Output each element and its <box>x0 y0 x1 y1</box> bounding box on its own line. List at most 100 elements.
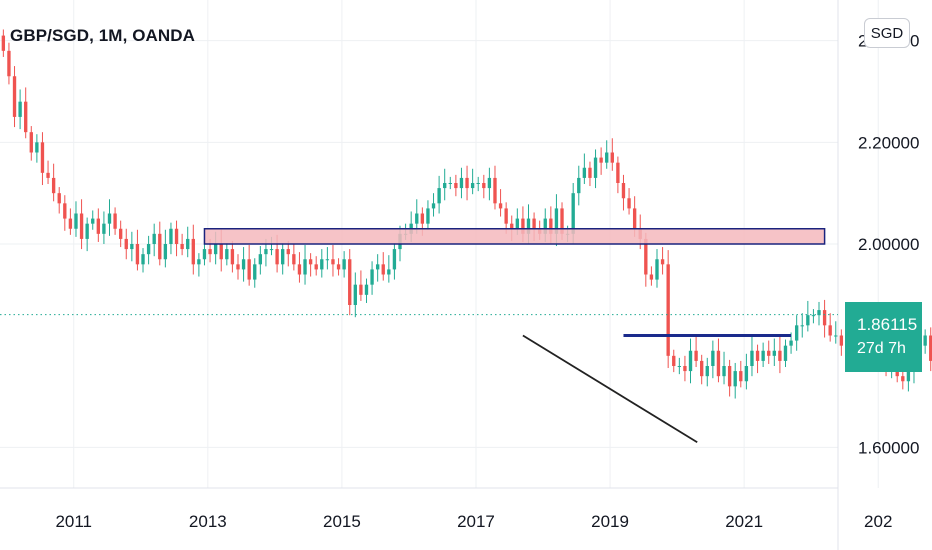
candle-body <box>666 264 670 356</box>
candle-body <box>342 259 346 270</box>
candle-body <box>213 244 218 255</box>
x-tick-label: 2011 <box>55 512 92 531</box>
candle-body <box>677 366 682 367</box>
candle-body <box>387 269 391 275</box>
candle-body <box>297 264 302 275</box>
x-tick-label: 2017 <box>457 512 495 531</box>
candle-body <box>29 132 33 153</box>
candle-body <box>560 208 564 234</box>
candle-body <box>152 233 156 244</box>
candle-body <box>901 376 905 382</box>
candle-body <box>135 244 140 265</box>
candle-body <box>459 177 464 189</box>
candle-body <box>794 325 799 341</box>
candle-body <box>510 223 514 229</box>
candle-body <box>577 177 581 194</box>
candle-body <box>599 157 603 163</box>
candle-body <box>163 244 168 260</box>
candle-body <box>85 223 89 239</box>
candle-body <box>817 310 821 316</box>
candle-body <box>225 249 229 260</box>
candle-body <box>437 188 441 204</box>
candle-body <box>57 193 61 204</box>
candle-body <box>761 350 765 361</box>
candle-body <box>783 345 788 361</box>
x-tick-label: 2013 <box>189 512 227 531</box>
candle-body <box>325 259 330 261</box>
candle-body <box>828 325 832 336</box>
candle-body <box>197 259 201 265</box>
candle-body <box>236 264 240 270</box>
candle-body <box>526 218 531 234</box>
candle-body <box>660 259 665 265</box>
candle-body <box>627 198 631 209</box>
candle-body <box>219 244 223 260</box>
candle-body <box>605 152 609 163</box>
candle-body <box>281 249 285 265</box>
candle-body <box>303 259 307 275</box>
candle-body <box>141 254 145 265</box>
candle-body <box>186 238 190 250</box>
candle-body <box>375 264 380 270</box>
candle-body <box>750 350 754 366</box>
candle-body <box>174 228 179 244</box>
candle-body <box>716 350 721 377</box>
candle-body <box>549 218 553 234</box>
candle-body <box>102 223 106 234</box>
candle-body <box>208 249 212 255</box>
candle-body <box>616 162 620 183</box>
candle-body <box>772 350 776 356</box>
candle-body <box>35 142 39 153</box>
x-tick-label: 202 <box>864 512 892 531</box>
candle-body <box>588 167 592 178</box>
candle-body <box>292 254 296 265</box>
candle-body <box>498 203 503 209</box>
candle-body <box>286 249 290 255</box>
candle-body <box>621 183 626 199</box>
candle-body <box>929 335 932 361</box>
candle-body <box>767 350 771 356</box>
candle-body <box>839 335 844 346</box>
current-price-label: 1.86115 <box>857 315 918 334</box>
candle-body <box>711 350 715 366</box>
candle-body <box>515 218 520 229</box>
candle-body <box>331 259 335 265</box>
candle-body <box>275 249 279 265</box>
candle-body <box>700 360 704 377</box>
candle-body <box>308 259 313 265</box>
candle-body <box>191 238 195 265</box>
candle-body <box>320 259 324 270</box>
candle-body <box>789 340 793 346</box>
candle-body <box>169 228 173 244</box>
candle-body <box>454 183 458 189</box>
candle-body <box>755 350 760 361</box>
candle-body <box>253 264 257 280</box>
candle-body <box>314 264 318 270</box>
candle-body <box>336 264 341 270</box>
candle-body <box>443 183 447 189</box>
candle-body <box>180 244 184 250</box>
candle-body <box>811 315 816 317</box>
candle-body <box>632 208 637 229</box>
candle-body <box>778 350 782 361</box>
candle-body <box>504 208 508 224</box>
candle-body <box>470 183 475 189</box>
candle-body <box>91 218 95 224</box>
candle-body <box>822 310 827 326</box>
candle-body <box>7 50 11 77</box>
candle-body <box>202 249 207 260</box>
candle-body <box>269 249 274 251</box>
candle-body <box>543 218 547 234</box>
y-tick-label: 2.00000 <box>858 235 919 254</box>
candle-body <box>722 366 726 377</box>
candle-body <box>348 259 352 305</box>
candle-body <box>392 249 397 270</box>
y-tick-label: 2.20000 <box>858 133 919 152</box>
y-tick-label: 1.60000 <box>858 438 919 457</box>
candle-body <box>727 366 732 387</box>
candle-body <box>96 218 101 234</box>
candle-body <box>610 152 614 163</box>
x-tick-label: 2021 <box>725 512 763 531</box>
currency-button[interactable]: SGD <box>864 18 910 48</box>
